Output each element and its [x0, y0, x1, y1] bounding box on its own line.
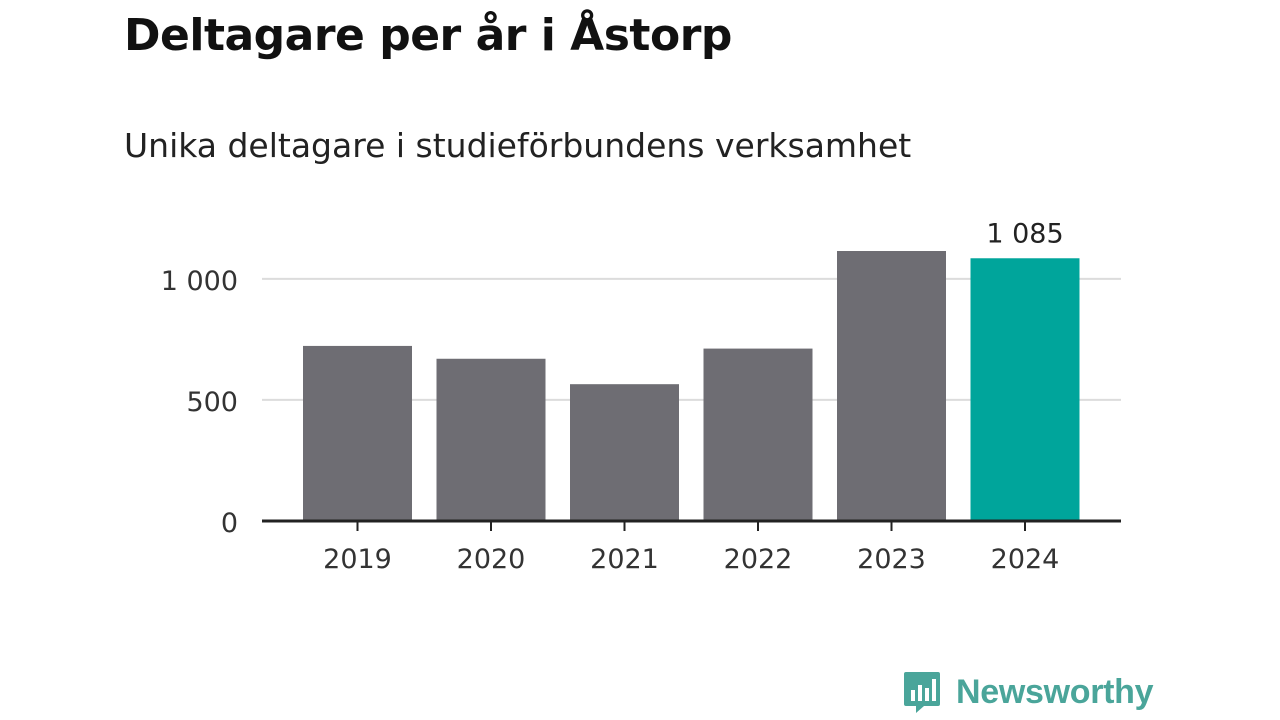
bar [436, 358, 546, 521]
bars [303, 251, 1080, 521]
chart-subtitle: Unika deltagare i studieförbundens verks… [124, 126, 912, 165]
data-label: 1 085 [986, 218, 1063, 249]
bar [970, 258, 1080, 521]
x-axis-labels: 2019 2020 2021 2022 2023 2024 [323, 544, 1059, 575]
x-tick-label: 2024 [991, 544, 1060, 575]
y-tick-label: 1 000 [161, 266, 238, 297]
x-axis-ticks [356, 521, 1026, 531]
newsworthy-logo-icon [904, 672, 940, 713]
x-tick-label: 2020 [457, 544, 526, 575]
x-tick-label: 2023 [857, 544, 926, 575]
newsworthy-logo-text: Newsworthy [956, 672, 1154, 711]
bar [837, 251, 946, 521]
x-tick-label: 2021 [590, 544, 659, 575]
bar [570, 384, 679, 521]
y-axis-labels: 0 500 1 000 [161, 266, 238, 539]
newsworthy-logo: Newsworthy [902, 670, 1154, 714]
bar [703, 348, 813, 521]
y-tick-label: 500 [186, 387, 238, 418]
chart-title: Deltagare per år i Åstorp [124, 10, 732, 61]
data-labels: 1 085 [986, 218, 1063, 249]
x-tick-label: 2019 [323, 544, 392, 575]
bar [303, 345, 412, 521]
y-tick-label: 0 [221, 508, 238, 539]
x-tick-label: 2022 [724, 544, 793, 575]
